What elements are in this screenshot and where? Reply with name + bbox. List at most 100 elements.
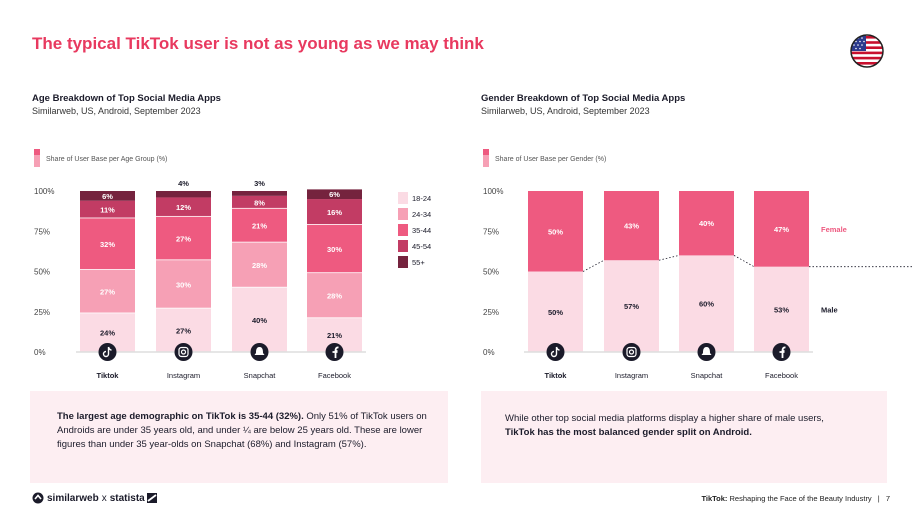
bar-segment xyxy=(528,271,583,352)
category-label: Instagram xyxy=(615,371,648,380)
snapchat-icon xyxy=(250,343,269,361)
bar-segment xyxy=(232,242,287,287)
facebook-icon xyxy=(772,343,791,361)
gender-summary-bold: TikTok has the most balanced gender spli… xyxy=(505,427,752,438)
age-chart: 0% 25% 50% 75% 100% 24% 27% 32% 11% 6% Tiktok 27% 30… xyxy=(34,179,431,380)
footer-report-rest: Reshaping the Face of the Beauty Industr… xyxy=(729,494,872,503)
footer-brand: similarweb x statista xyxy=(32,492,157,504)
snapchat-icon-ghost xyxy=(701,347,712,355)
instagram-icon xyxy=(622,343,641,361)
data-label: 27% xyxy=(176,326,191,335)
y-tick-label: 100% xyxy=(483,187,503,196)
bar-segment xyxy=(679,191,734,256)
gender-chart-source: Similarweb, US, Android, September 2023 xyxy=(481,106,650,116)
y-tick-label: 50% xyxy=(34,268,50,277)
gender-summary-text: While other top social media platforms d… xyxy=(505,412,875,440)
y-tick-label: 75% xyxy=(483,227,499,236)
similarweb-logo-icon xyxy=(32,492,44,504)
legend-label: 18-24 xyxy=(412,194,431,203)
snapchat-icon xyxy=(697,343,716,361)
bar-segment xyxy=(604,191,659,261)
facebook-icon-glyph xyxy=(332,346,339,358)
data-label: 21% xyxy=(252,222,267,231)
age-summary-bold: The largest age demographic on TikTok is… xyxy=(57,411,304,422)
instagram-icon-frame xyxy=(626,346,637,358)
legend-swatch xyxy=(398,240,408,252)
y-tick-label: 25% xyxy=(483,308,499,317)
instagram-icon-bg xyxy=(622,343,641,361)
data-label: 30% xyxy=(327,245,342,254)
y-tick-label: 0% xyxy=(483,348,495,357)
footer-divider: | xyxy=(877,494,880,503)
footer-brand-b: statista xyxy=(109,492,145,504)
data-label: 12% xyxy=(176,203,191,212)
category-label: Tiktok xyxy=(545,371,568,380)
gender-chart: 0% 25% 50% 75% 100% 50% 50% Tiktok 57% 43% Instagr… xyxy=(483,187,912,380)
gender-summary-box: While other top social media platforms d… xyxy=(481,391,887,483)
bar-segment xyxy=(156,191,211,198)
data-label: 60% xyxy=(699,300,714,309)
bar-segment xyxy=(679,255,734,352)
age-summary-rest: Only 51% of TikTok users on Androids are… xyxy=(57,411,427,450)
bar-segment xyxy=(232,287,287,352)
instagram-icon-bg xyxy=(174,343,193,361)
data-label: 47% xyxy=(774,225,789,234)
data-label: 28% xyxy=(327,292,342,301)
category-label: Snapchat xyxy=(691,371,724,380)
bar-segment xyxy=(80,218,135,270)
footer-report: TikTok: Reshaping the Face of the Beauty… xyxy=(701,494,890,503)
legend-swatch xyxy=(398,208,408,220)
data-label: 27% xyxy=(176,234,191,243)
instagram-icon-frame xyxy=(178,346,189,358)
data-label: 53% xyxy=(774,305,789,314)
bar-segment xyxy=(232,208,287,242)
data-label: 8% xyxy=(254,198,265,207)
legend-label: 55+ xyxy=(412,258,425,267)
data-label: 3% xyxy=(254,179,265,188)
data-label: 40% xyxy=(252,316,267,325)
data-label: 57% xyxy=(624,302,639,311)
tiktok-icon-glyph xyxy=(550,346,560,358)
y-tick-label: 50% xyxy=(483,268,499,277)
category-label: Facebook xyxy=(765,371,798,380)
legend-label: 35-44 xyxy=(412,226,431,235)
instagram-icon-lens xyxy=(180,349,187,355)
legend-label: 45-54 xyxy=(412,242,431,251)
age-chart-source: Similarweb, US, Android, September 2023 xyxy=(32,106,201,116)
y-tick-label: 25% xyxy=(34,308,50,317)
facebook-icon-glyph xyxy=(779,346,786,358)
data-label: 50% xyxy=(548,227,563,236)
page-title: The typical TikTok user is not as young … xyxy=(32,34,484,53)
tiktok-icon-glyph xyxy=(102,346,112,358)
bar-segment xyxy=(307,189,362,200)
series-label-male: Male xyxy=(821,305,838,314)
bar-segment xyxy=(528,191,583,272)
data-label: 11% xyxy=(100,206,115,215)
age-summary-box: The largest age demographic on TikTok is… xyxy=(30,391,448,483)
data-label: 28% xyxy=(252,261,267,270)
bar-segment xyxy=(80,269,135,313)
data-label: 16% xyxy=(327,208,342,217)
instagram-icon xyxy=(174,343,193,361)
series-label-female: Female xyxy=(821,225,847,234)
bar-segment xyxy=(232,191,287,196)
category-label: Tiktok xyxy=(97,371,120,380)
footer-brand-a: similarweb xyxy=(47,492,99,504)
us-flag-icon xyxy=(850,34,884,68)
legend-swatch xyxy=(398,224,408,236)
data-label: 4% xyxy=(178,179,189,188)
instagram-icon-lens xyxy=(628,349,635,355)
page-number: 7 xyxy=(885,494,890,503)
data-label: 30% xyxy=(176,280,191,289)
tiktok-icon-bg xyxy=(546,343,565,361)
y-tick-label: 100% xyxy=(34,187,54,196)
bar-segment xyxy=(232,195,287,208)
data-label: 6% xyxy=(329,190,340,199)
facebook-icon xyxy=(325,343,344,361)
data-label: 27% xyxy=(100,288,115,297)
age-chart-tag-label: Share of User Base per Age Group (%) xyxy=(46,156,168,163)
category-label: Facebook xyxy=(318,371,351,380)
data-label: 21% xyxy=(327,331,342,340)
data-label: 24% xyxy=(100,329,115,338)
bar-segment xyxy=(307,224,362,273)
